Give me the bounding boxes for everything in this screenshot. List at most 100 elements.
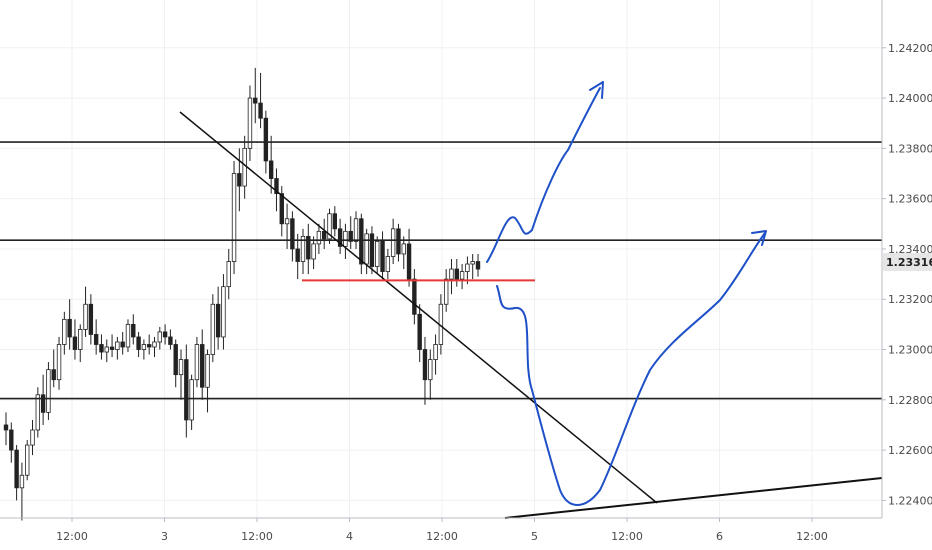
candle-body	[215, 303, 221, 338]
candle-body	[465, 263, 470, 272]
candle-body	[115, 341, 120, 350]
candle-body	[417, 313, 422, 350]
candle-body	[454, 268, 459, 280]
candle-body	[231, 173, 237, 262]
target-arrow	[751, 230, 767, 246]
current-price-badge	[883, 253, 932, 271]
candle-body	[428, 359, 433, 381]
candle-body	[120, 341, 125, 348]
bearish-then-bullish-projection-path	[496, 232, 766, 506]
candle-body	[9, 429, 14, 451]
candle-body	[353, 218, 359, 242]
candle-body	[422, 349, 428, 381]
candle-body	[25, 444, 30, 476]
candle-body	[332, 213, 338, 230]
candle-body	[380, 240, 385, 272]
price-tick-label: 1.23000	[888, 344, 932, 357]
candle-body	[274, 178, 279, 195]
candle-body	[396, 228, 401, 255]
candle-body	[316, 230, 322, 245]
bullish-projection-arrow	[589, 81, 604, 99]
candle-body	[62, 318, 67, 345]
price-tick-label: 1.23200	[888, 293, 932, 306]
candle-body	[284, 218, 290, 225]
candle-body	[369, 233, 375, 267]
candle-body	[475, 261, 481, 270]
candle-body	[322, 230, 327, 240]
ascending-trendline	[504, 477, 883, 519]
time-tick-label: 12:00	[56, 530, 88, 543]
price-tick-label: 1.23800	[888, 142, 932, 155]
time-tick-label: 5	[531, 530, 538, 543]
candle-body	[109, 346, 115, 350]
price-tick-label: 1.22600	[888, 444, 932, 457]
bullish-projection-path	[486, 87, 601, 263]
grid-lines	[0, 0, 882, 518]
candle-body	[390, 228, 396, 257]
candle-body	[375, 240, 380, 267]
candle-body	[279, 193, 284, 225]
candle-body	[343, 230, 348, 247]
price-tick-label: 1.23400	[888, 243, 932, 256]
candle-body	[35, 394, 41, 431]
descending-trendline	[179, 111, 658, 504]
candle-body	[3, 424, 9, 431]
candle-body	[470, 261, 475, 265]
candle-body	[136, 336, 141, 350]
candle-body	[194, 344, 200, 381]
time-tick-label: 3	[161, 530, 168, 543]
candle-body	[46, 369, 51, 413]
candle-body	[104, 346, 109, 353]
candle-body	[406, 243, 412, 280]
candle-body	[40, 394, 46, 413]
candle-body	[433, 344, 438, 360]
candle-body	[141, 344, 147, 350]
candle-body	[359, 218, 364, 265]
candle-body	[268, 160, 274, 179]
candle-body	[237, 173, 242, 187]
candle-body	[51, 369, 56, 381]
candle-body	[449, 268, 454, 280]
candle-body	[152, 341, 157, 348]
time-tick-label: 12:00	[241, 530, 273, 543]
time-tick-label: 12:00	[796, 530, 828, 543]
candle-body	[337, 228, 343, 247]
candle-body	[93, 334, 99, 345]
candle-body	[401, 243, 406, 255]
candle-body	[146, 344, 152, 348]
candle-body	[200, 344, 205, 388]
candle-body	[162, 331, 168, 338]
price-tick-label: 1.23600	[888, 193, 932, 206]
candle-body	[205, 354, 210, 388]
candle-body	[253, 97, 258, 104]
price-tick-label: 1.22400	[888, 494, 932, 507]
candle-body	[295, 248, 300, 262]
candle-body	[348, 230, 353, 242]
price-tick-label: 1.24200	[888, 42, 932, 55]
candle-body	[14, 449, 19, 489]
candle-body	[290, 218, 295, 250]
candle-body	[327, 213, 332, 240]
candle-body	[78, 329, 83, 350]
price-tick-label: 1.22800	[888, 394, 932, 407]
candle-body	[56, 344, 62, 381]
candle-body	[221, 286, 226, 338]
price-axis-labels: 1.24200 1.24000 1.23800 1.23600 1.23400 1.232…	[882, 42, 932, 507]
candlestick-series	[3, 67, 481, 521]
candle-body	[226, 261, 231, 288]
candle-body	[242, 147, 247, 187]
candle-body	[157, 331, 162, 343]
candle-body	[459, 271, 465, 280]
candle-body	[247, 97, 253, 149]
candle-body	[125, 323, 131, 348]
price-tick-label: 1.24000	[888, 92, 932, 105]
candle-body	[300, 235, 306, 262]
candle-body	[72, 336, 78, 350]
candle-body	[99, 344, 104, 353]
candle-body	[168, 336, 173, 345]
candle-body	[19, 474, 25, 489]
candle-body	[67, 318, 72, 338]
candle-body	[412, 278, 417, 315]
candle-body	[88, 303, 94, 335]
